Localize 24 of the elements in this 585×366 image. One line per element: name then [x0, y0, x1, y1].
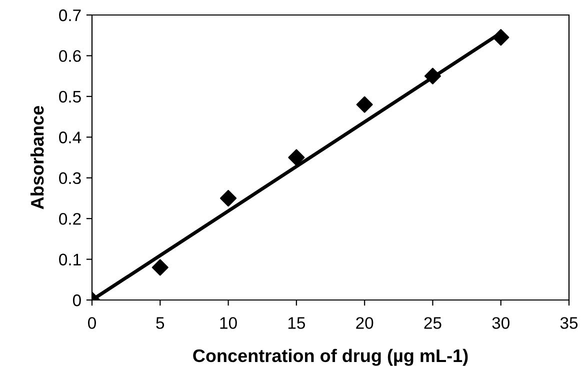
y-tick-label: 0.6 — [59, 50, 81, 62]
x-tick-label: 35 — [560, 317, 578, 329]
point — [424, 68, 442, 84]
x-axis-title: Concentration of drug (µg mL-1) — [193, 348, 468, 366]
point — [152, 259, 168, 276]
y-tick-label: 0.1 — [59, 254, 81, 266]
point — [356, 96, 373, 113]
x-tick-label: 0 — [88, 317, 96, 329]
y-tick-label: 0.2 — [59, 212, 81, 225]
x-tick-label: 20 — [356, 317, 374, 329]
x-tick-label: 10 — [220, 317, 237, 329]
x-tick-label: 5 — [156, 317, 164, 329]
point — [220, 190, 237, 207]
x-tick-label: 30 — [492, 317, 510, 329]
y-axis-title: Absorbance — [30, 106, 44, 210]
point — [492, 29, 510, 46]
y-tick-label: 0 — [72, 294, 81, 306]
y-tick-label: 0.7 — [59, 9, 81, 22]
x-tick-label: 25 — [424, 317, 442, 329]
y-tick-label: 0.4 — [59, 132, 82, 144]
y-tick-label: 0.5 — [59, 90, 81, 103]
x-tick-label: 15 — [288, 317, 305, 329]
point — [288, 149, 305, 166]
y-tick-label: 0.3 — [59, 172, 81, 184]
